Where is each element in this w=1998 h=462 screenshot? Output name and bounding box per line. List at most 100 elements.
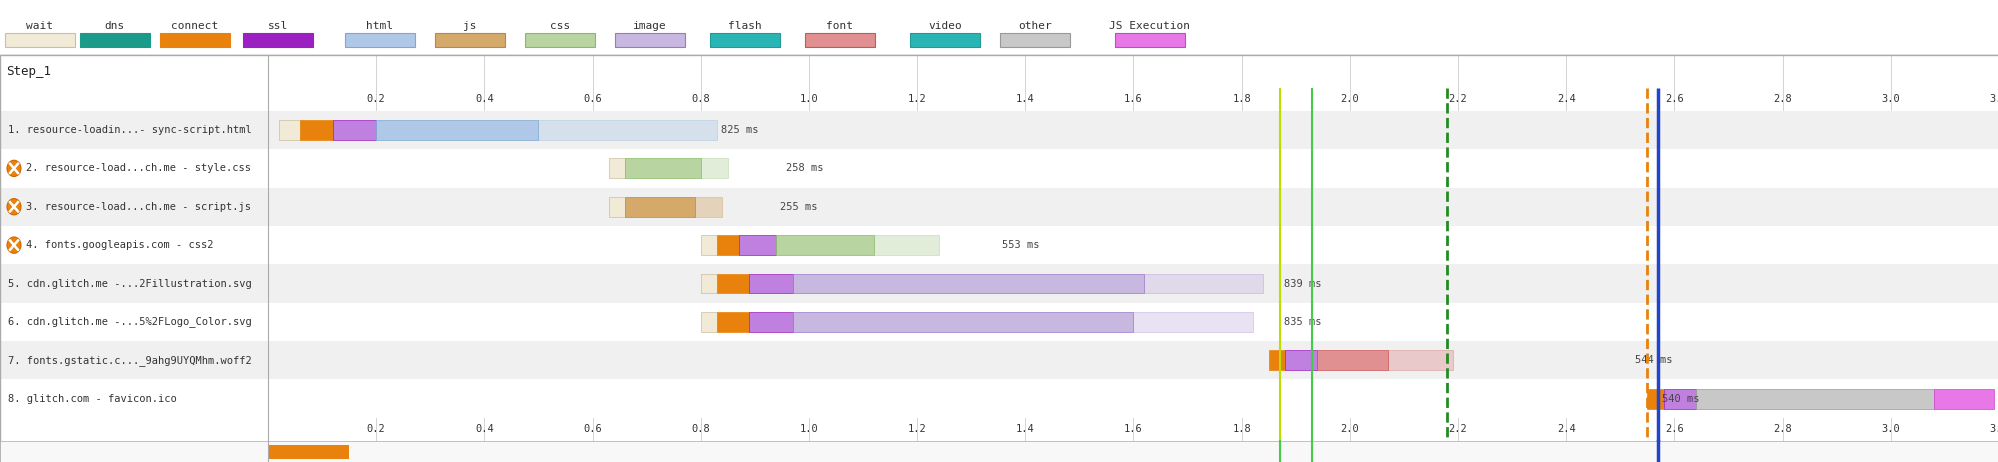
Text: 255 ms: 255 ms [779,202,817,212]
Text: 2.4: 2.4 [1556,425,1574,434]
Bar [268,444,350,458]
Bar [525,33,595,47]
Text: 2. resource-load...ch.me - style.css: 2. resource-load...ch.me - style.css [26,164,252,173]
Text: 839 ms: 839 ms [1283,279,1321,288]
Text: html: html [366,21,394,31]
Text: Step_1: Step_1 [6,65,52,78]
Bar [1115,33,1185,47]
Circle shape [8,160,22,176]
Bar [436,33,505,47]
Text: 2.4: 2.4 [1556,94,1574,104]
Text: 4. fonts.googleapis.com - css2: 4. fonts.googleapis.com - css2 [26,240,214,250]
Bar [717,312,749,332]
Circle shape [8,199,22,215]
Bar [0,149,1998,188]
Bar [1133,312,1253,332]
Text: 2.8: 2.8 [1772,94,1790,104]
Text: 1.8: 1.8 [1231,94,1251,104]
Bar [346,33,416,47]
Bar [701,312,717,332]
Text: 1.2: 1.2 [907,425,925,434]
Text: 1. resource-loadin...- sync-script.html: 1. resource-loadin...- sync-script.html [8,125,252,135]
Text: font: font [825,21,853,31]
Text: js: js [464,21,476,31]
Bar [709,33,779,47]
Bar [160,33,230,47]
Bar [625,197,695,217]
Text: 544 ms: 544 ms [1634,355,1672,365]
Bar [244,33,314,47]
Bar [701,158,727,178]
Bar [0,341,1998,379]
Text: 540 ms: 540 ms [1662,394,1698,404]
Text: 8. glitch.com - favicon.ico: 8. glitch.com - favicon.ico [8,394,176,404]
Text: 1.2: 1.2 [907,94,925,104]
Bar [1143,274,1263,293]
Text: 7. fonts.gstatic.c..._9ahg9UYQMhm.woff2: 7. fonts.gstatic.c..._9ahg9UYQMhm.woff2 [8,355,252,366]
Text: 0.4: 0.4 [476,425,494,434]
Bar [625,158,701,178]
Bar [873,235,939,255]
Text: 0.4: 0.4 [476,94,494,104]
Text: 5. cdn.glitch.me -...2Fillustration.svg: 5. cdn.glitch.me -...2Fillustration.svg [8,279,252,288]
Text: 258 ms: 258 ms [785,164,823,173]
Text: 2.8: 2.8 [1772,425,1790,434]
Bar [1285,350,1317,370]
Text: video: video [927,21,961,31]
Text: 2.0: 2.0 [1341,94,1359,104]
Bar [1269,350,1285,370]
Bar [376,120,537,140]
Text: 1.8: 1.8 [1231,425,1251,434]
Text: 3.0: 3.0 [1880,94,1900,104]
Bar [775,235,873,255]
Text: 0.6: 0.6 [583,425,601,434]
Text: wait: wait [26,21,54,31]
Bar [793,312,1133,332]
Bar [0,226,1998,264]
Text: 1.4: 1.4 [1015,425,1035,434]
Bar [0,303,1998,341]
Bar [334,120,376,140]
Text: 1.0: 1.0 [799,94,817,104]
Bar [701,235,717,255]
Bar [1934,389,1992,408]
Text: 2.6: 2.6 [1664,425,1682,434]
Text: 3.2: 3.2 [1988,94,1998,104]
Bar [80,33,150,47]
Text: css: css [549,21,569,31]
Bar [609,197,625,217]
Bar [749,312,793,332]
Bar [1694,389,1934,408]
Bar [615,33,685,47]
Text: 553 ms: 553 ms [1001,240,1039,250]
Text: 3. resource-load...ch.me - script.js: 3. resource-load...ch.me - script.js [26,202,252,212]
Bar [805,33,875,47]
Text: 0.2: 0.2 [366,94,386,104]
Text: 2.2: 2.2 [1449,94,1467,104]
Circle shape [8,237,22,253]
Bar [1662,389,1694,408]
Bar [0,264,1998,303]
Text: 835 ms: 835 ms [1283,317,1321,327]
Text: 1.6: 1.6 [1123,425,1143,434]
Text: ssl: ssl [268,21,288,31]
Bar [999,33,1069,47]
Bar [0,441,1998,462]
Bar [793,274,1143,293]
Bar [717,274,749,293]
Text: 0.8: 0.8 [691,94,709,104]
Bar [717,235,737,255]
Text: 1.0: 1.0 [799,425,817,434]
Text: 1.6: 1.6 [1123,94,1143,104]
Bar [1387,350,1453,370]
Text: 0.6: 0.6 [583,94,601,104]
Text: 2.2: 2.2 [1449,425,1467,434]
Text: image: image [633,21,667,31]
Text: connect: connect [172,21,218,31]
Text: JS Execution: JS Execution [1109,21,1191,31]
Text: 6. cdn.glitch.me -...5%2FLogo_Color.svg: 6. cdn.glitch.me -...5%2FLogo_Color.svg [8,316,252,328]
Text: other: other [1017,21,1051,31]
Bar [278,120,300,140]
Bar [909,33,979,47]
Bar [0,379,1998,418]
